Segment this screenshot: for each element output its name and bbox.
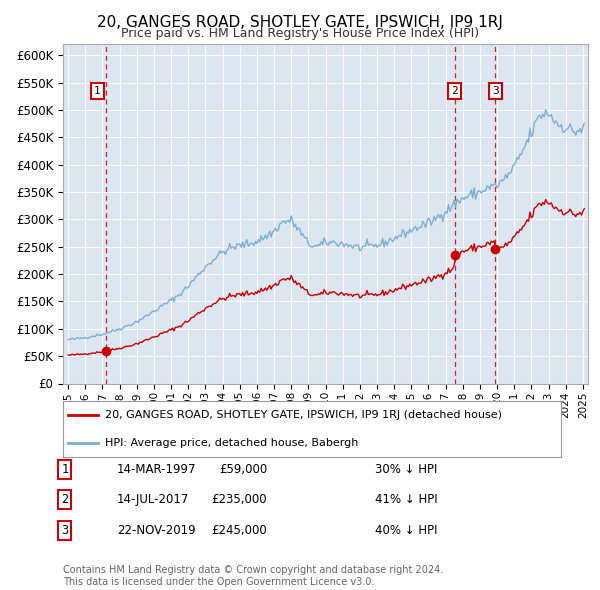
Text: 2: 2: [61, 493, 68, 506]
Text: 14-JUL-2017: 14-JUL-2017: [117, 493, 190, 506]
Text: 40% ↓ HPI: 40% ↓ HPI: [375, 524, 437, 537]
Text: £235,000: £235,000: [211, 493, 267, 506]
Text: 2: 2: [451, 86, 458, 96]
Text: 3: 3: [61, 524, 68, 537]
Text: 20, GANGES ROAD, SHOTLEY GATE, IPSWICH, IP9 1RJ: 20, GANGES ROAD, SHOTLEY GATE, IPSWICH, …: [97, 15, 503, 30]
Text: 1: 1: [94, 86, 101, 96]
Text: HPI: Average price, detached house, Babergh: HPI: Average price, detached house, Babe…: [106, 438, 359, 448]
Text: 1: 1: [61, 463, 68, 476]
Text: 41% ↓ HPI: 41% ↓ HPI: [375, 493, 437, 506]
Text: £245,000: £245,000: [211, 524, 267, 537]
Text: Contains HM Land Registry data © Crown copyright and database right 2024.
This d: Contains HM Land Registry data © Crown c…: [63, 565, 443, 587]
Text: 22-NOV-2019: 22-NOV-2019: [117, 524, 196, 537]
Text: £59,000: £59,000: [219, 463, 267, 476]
Text: 14-MAR-1997: 14-MAR-1997: [117, 463, 197, 476]
Text: 30% ↓ HPI: 30% ↓ HPI: [375, 463, 437, 476]
Text: 20, GANGES ROAD, SHOTLEY GATE, IPSWICH, IP9 1RJ (detached house): 20, GANGES ROAD, SHOTLEY GATE, IPSWICH, …: [106, 410, 502, 420]
Text: 3: 3: [492, 86, 499, 96]
Text: Price paid vs. HM Land Registry's House Price Index (HPI): Price paid vs. HM Land Registry's House …: [121, 27, 479, 40]
